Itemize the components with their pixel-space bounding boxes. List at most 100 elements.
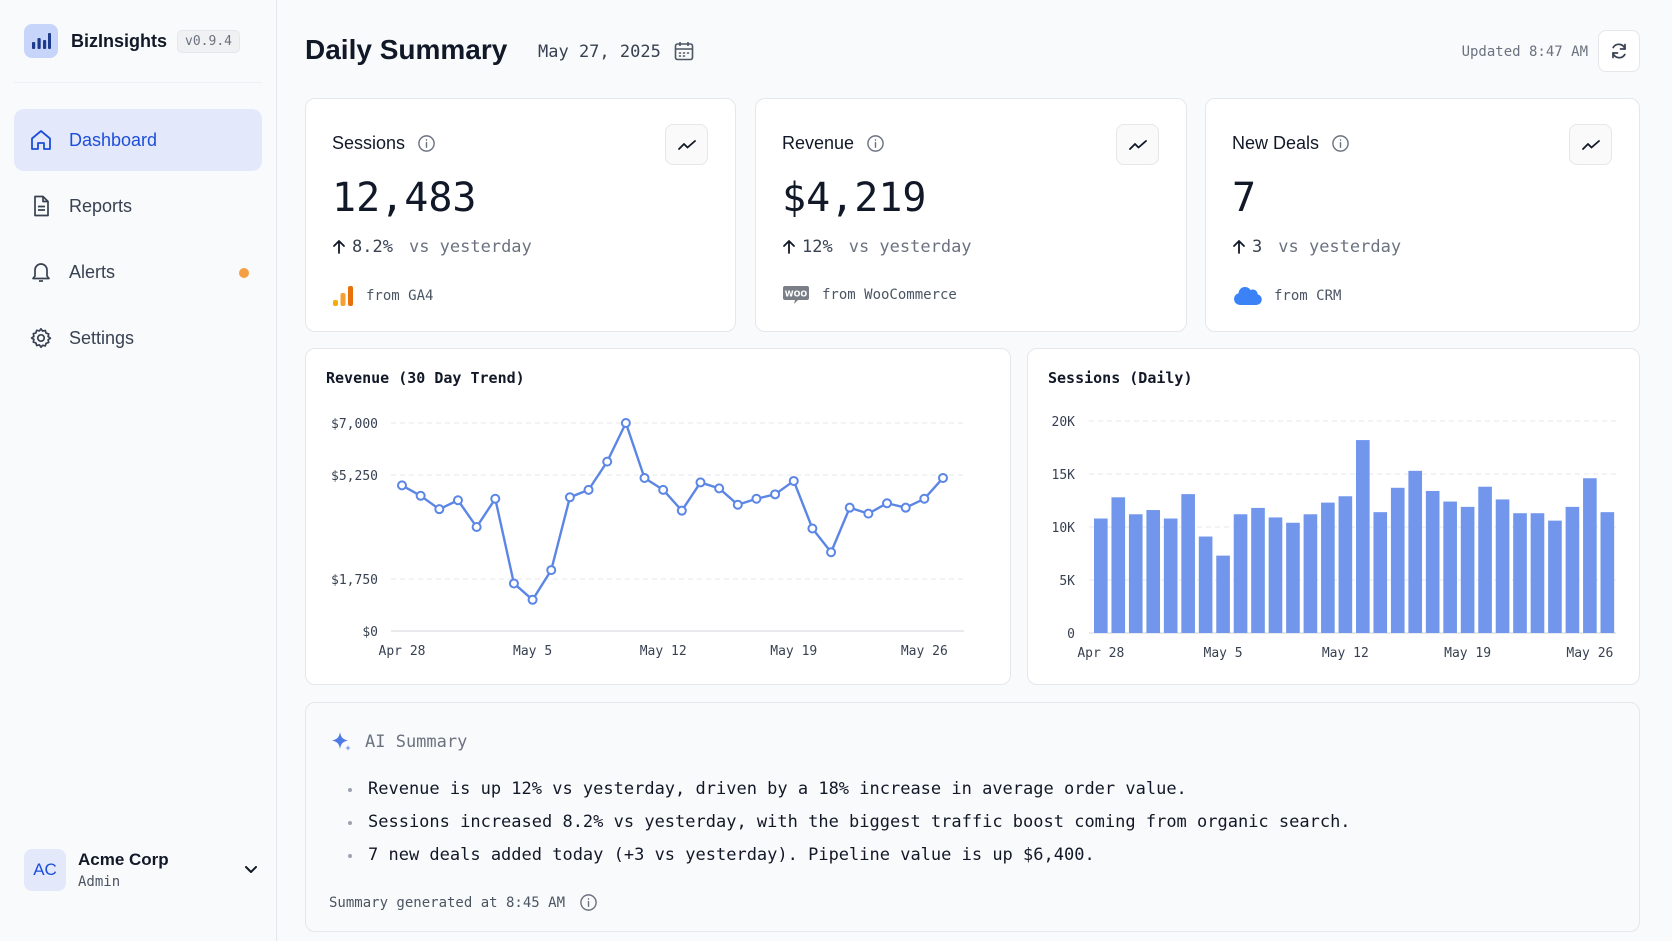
- sessions-daily-chart-card: Sessions (Daily) 0 5K 10K 15K 20K Apr 28 May 5…: [1027, 348, 1640, 685]
- y-tick-label: 0: [1067, 627, 1075, 642]
- kpi-title: Revenue: [782, 133, 855, 153]
- data-point: [714, 483, 725, 494]
- x-tick-label: May 26: [1566, 646, 1613, 661]
- data-point: [919, 493, 930, 504]
- y-tick-label: 20K: [1052, 415, 1076, 430]
- bar: [1303, 514, 1318, 633]
- bar: [1425, 490, 1440, 633]
- kpi-value: $4,219: [782, 175, 927, 221]
- data-point: [527, 594, 538, 605]
- kpi-delta: 8.2%: [352, 237, 393, 257]
- data-point: [882, 498, 893, 509]
- bar: [1198, 536, 1213, 633]
- data-point: [639, 472, 650, 483]
- data-point: [788, 475, 799, 486]
- info-icon[interactable]: [579, 893, 598, 912]
- app-name: BizInsights: [71, 30, 168, 51]
- data-point: [863, 508, 874, 519]
- x-tick-label: May 5: [1204, 646, 1243, 661]
- data-point: [732, 499, 743, 510]
- bar: [1356, 440, 1370, 633]
- info-icon[interactable]: [866, 134, 885, 153]
- data-point: [658, 484, 669, 495]
- refresh-button[interactable]: [1598, 30, 1640, 72]
- sidebar-item-label: Reports: [69, 195, 133, 216]
- kpi-title: Sessions: [332, 133, 406, 153]
- bar: [1548, 520, 1562, 633]
- bar: [1390, 487, 1405, 633]
- page-title: Daily Summary: [305, 34, 508, 65]
- kpi-value: 12,483: [332, 175, 477, 221]
- trend-button[interactable]: [665, 124, 708, 165]
- y-tick-label: 15K: [1052, 468, 1076, 483]
- data-point: [770, 489, 781, 500]
- bar: [1600, 512, 1615, 633]
- data-point: [434, 504, 445, 515]
- sidebar-item-dashboard[interactable]: Dashboard: [14, 109, 262, 171]
- revenue-line-chart: $0 $1,750 $5,250 $7,000 Apr 28 May 5 May 12 May…: [331, 417, 964, 659]
- data-point: [490, 493, 501, 504]
- chevron-down-icon: [245, 866, 257, 873]
- calendar-icon[interactable]: [673, 40, 695, 62]
- bar-chart-logo-icon: [24, 24, 58, 58]
- sessions-bar-chart: 0 5K 10K 15K 20K Apr 28 May 5 May 12 May 19 May 2…: [1052, 415, 1616, 661]
- kpi-source: from CRM: [1274, 288, 1342, 304]
- y-tick-label: $1,750: [331, 573, 378, 588]
- chart-title: Sessions (Daily): [1048, 369, 1193, 387]
- data-point: [620, 418, 631, 428]
- y-tick-label: $7,000: [331, 417, 378, 432]
- kpi-delta: 3: [1252, 237, 1263, 257]
- refresh-icon: [1612, 43, 1626, 59]
- x-tick-label: May 5: [513, 644, 552, 659]
- data-point: [564, 492, 575, 503]
- bar: [1181, 494, 1195, 633]
- x-tick-label: Apr 28: [1077, 646, 1124, 661]
- y-tick-label: 10K: [1052, 521, 1076, 536]
- kpi-delta: 12%: [802, 237, 833, 257]
- kpi-card-new-deals: New Deals 7 3 vs yesterday from CRM: [1205, 98, 1640, 332]
- bar: [1321, 502, 1335, 633]
- brand[interactable]: BizInsights v0.9.4: [24, 24, 240, 58]
- sidebar-item-label: Settings: [69, 327, 135, 348]
- account-switcher[interactable]: AC Acme Corp Admin: [24, 848, 260, 892]
- updated-timestamp: Updated 8:47 AM: [1461, 44, 1588, 60]
- sidebar-item-settings[interactable]: Settings: [14, 307, 262, 369]
- sidebar-item-label: Alerts: [69, 261, 116, 282]
- data-point: [826, 547, 837, 558]
- bar: [1216, 555, 1230, 633]
- summary-list: Revenue is up 12% vs yesterday, driven b…: [346, 773, 1351, 872]
- trend-button[interactable]: [1116, 124, 1159, 165]
- sidebar-item-label: Dashboard: [69, 129, 158, 150]
- x-tick-label: Apr 28: [379, 644, 426, 659]
- summary-title: AI Summary: [365, 732, 468, 752]
- bar: [1443, 501, 1457, 633]
- list-item: Revenue is up 12% vs yesterday, driven b…: [346, 773, 1351, 806]
- list-item: 7 new deals added today (+3 vs yesterday…: [346, 839, 1351, 872]
- x-tick-label: May 19: [770, 644, 817, 659]
- data-point: [546, 565, 557, 576]
- account-role: Admin: [78, 874, 121, 890]
- ai-summary-card: AI Summary Revenue is up 12% vs yesterda…: [305, 702, 1640, 932]
- kpi-compare-label: vs yesterday: [408, 237, 532, 257]
- trend-button[interactable]: [1569, 124, 1612, 165]
- data-point: [583, 484, 594, 495]
- trend-line-icon: [1128, 139, 1147, 150]
- kpi-compare-label: vs yesterday: [1278, 237, 1402, 257]
- y-tick-label: $0: [362, 625, 378, 640]
- page-header: Daily Summary May 27, 2025 Updated 8:47 …: [305, 30, 1640, 74]
- bell-icon: [32, 263, 50, 282]
- bar: [1233, 514, 1248, 633]
- data-point: [676, 505, 687, 516]
- sidebar: BizInsights v0.9.4 Dashboard Reports Ale…: [0, 0, 277, 941]
- divider: [14, 82, 262, 83]
- info-icon[interactable]: [1331, 134, 1350, 153]
- sidebar-item-reports[interactable]: Reports: [14, 175, 262, 237]
- summary-timestamp: Summary generated at 8:45 AM: [329, 894, 566, 911]
- date-label: May 27, 2025: [538, 42, 661, 62]
- info-icon[interactable]: [417, 134, 436, 153]
- kpi-card-revenue: Revenue $4,219 12% vs yesterday WOO from…: [755, 98, 1187, 332]
- kpi-source: from GA4: [366, 288, 434, 304]
- x-tick-label: May 19: [1444, 646, 1491, 661]
- sidebar-item-alerts[interactable]: Alerts: [14, 241, 262, 303]
- bar: [1094, 518, 1108, 633]
